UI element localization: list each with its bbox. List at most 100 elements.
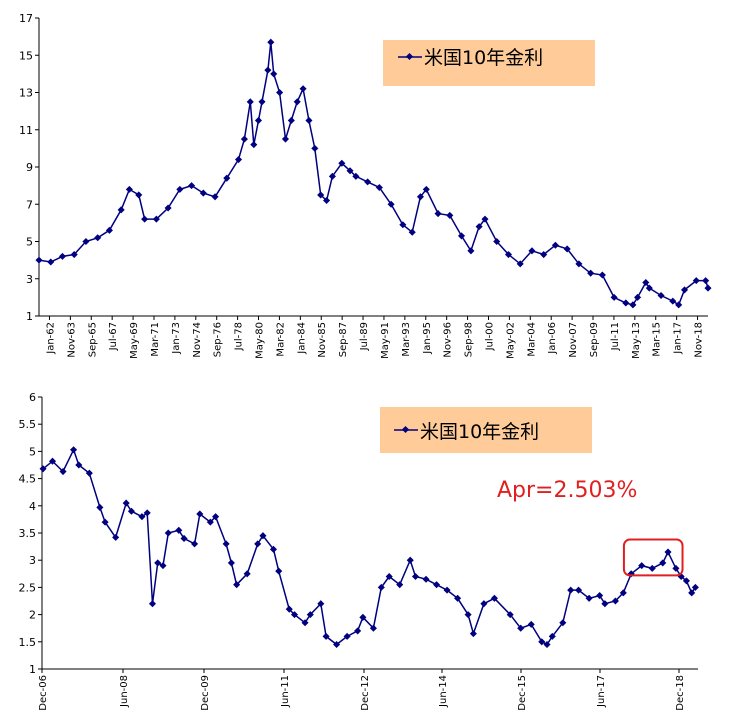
legend: 米国10年金利: [380, 407, 592, 453]
data-point: [222, 540, 230, 548]
data-point: [159, 562, 167, 570]
y-tick-label: 2: [29, 609, 36, 622]
legend-marker: [405, 52, 414, 61]
data-point: [352, 172, 360, 180]
x-tick-label: Jan-95: [422, 322, 433, 355]
data-point: [359, 613, 367, 621]
x-tick-label: May-69: [129, 322, 140, 359]
data-point: [96, 503, 104, 511]
data-point: [191, 540, 199, 548]
data-point: [275, 567, 283, 575]
x-tick-label: Sep-76: [213, 322, 224, 357]
data-point: [585, 594, 593, 602]
data-point: [75, 461, 83, 469]
y-tick-label: 1: [29, 663, 36, 676]
y-tick-label: 4.5: [19, 473, 37, 486]
data-point: [559, 619, 567, 627]
data-point: [212, 513, 220, 521]
x-tick-label: Jul-89: [359, 322, 370, 351]
data-point: [669, 297, 677, 305]
data-point: [704, 284, 712, 292]
data-point: [164, 529, 172, 537]
x-tick-label: Jan-62: [45, 322, 56, 355]
data-point: [223, 174, 231, 182]
data-point: [443, 586, 451, 594]
data-point: [258, 98, 266, 106]
data-point: [364, 178, 372, 186]
x-tick-label: Jun-17: [596, 675, 607, 708]
data-point: [634, 293, 642, 301]
data-point: [188, 182, 196, 190]
data-point: [227, 559, 235, 567]
data-point: [387, 200, 395, 208]
data-point: [506, 611, 514, 619]
data-point: [490, 594, 498, 602]
data-point: [117, 206, 125, 214]
x-tick-label: Mar-82: [275, 322, 286, 357]
data-point: [135, 191, 143, 199]
data-point: [311, 144, 319, 152]
data-point: [346, 167, 354, 175]
x-tick-label: Dec-12: [360, 675, 371, 711]
data-point: [528, 247, 536, 255]
x-tick-label: Dec-15: [517, 675, 528, 711]
data-point: [141, 215, 149, 223]
data-point: [587, 269, 595, 277]
data-point: [517, 624, 525, 632]
data-point: [629, 301, 637, 309]
data-point: [338, 159, 346, 167]
data-point: [328, 172, 336, 180]
data-point: [527, 620, 535, 628]
highlight-box: [622, 538, 684, 577]
x-tick-label: Jul-00: [484, 322, 495, 351]
data-point: [305, 116, 313, 124]
data-point: [596, 592, 604, 600]
x-tick-label: Nov-85: [317, 322, 328, 358]
x-tick-labels: Jan-62 Nov-63 Sep-65 Jul-67 May-69 Mar-71 Jan-…: [45, 316, 705, 359]
series-points: [39, 446, 699, 649]
data-point: [469, 630, 477, 638]
x-tick-label: Jul-78: [234, 322, 245, 351]
legend-label: 米国10年金利: [424, 47, 543, 69]
data-point: [85, 469, 93, 477]
data-point: [567, 586, 575, 594]
data-point: [375, 183, 383, 192]
x-tick-label: Jul-67: [108, 322, 119, 351]
x-tick-label: Mar-15: [652, 322, 663, 357]
data-point: [422, 575, 430, 583]
data-point: [354, 627, 362, 635]
data-point: [396, 581, 404, 589]
y-tick-label: 15: [19, 49, 33, 62]
x-tick-label: Dec-18: [675, 675, 686, 711]
data-point: [481, 215, 489, 223]
data-point: [243, 570, 251, 578]
data-point: [467, 247, 475, 255]
y-tick-label: 2.5: [19, 581, 37, 594]
data-point: [369, 624, 377, 632]
series-points: [35, 38, 712, 309]
y-tick-label: 5: [26, 236, 33, 249]
x-tick-label: Jan-06: [547, 322, 558, 355]
x-tick-label: Mar-93: [401, 322, 412, 357]
data-point: [688, 589, 696, 597]
data-point: [240, 135, 248, 143]
data-point: [267, 38, 275, 46]
data-point: [254, 540, 262, 548]
legend-marker: [401, 425, 410, 434]
data-point: [180, 534, 188, 542]
data-point: [101, 518, 109, 526]
data-point: [464, 611, 472, 619]
data-point: [411, 572, 420, 581]
data-point: [575, 260, 583, 268]
data-point: [385, 572, 393, 581]
data-point: [138, 513, 146, 521]
data-point: [70, 251, 78, 259]
data-point: [293, 98, 301, 106]
data-point: [377, 583, 385, 591]
data-point: [657, 291, 665, 300]
data-point: [692, 277, 700, 285]
data-point: [206, 518, 214, 526]
data-point: [548, 632, 556, 640]
data-point: [408, 228, 416, 236]
data-point: [622, 299, 630, 307]
